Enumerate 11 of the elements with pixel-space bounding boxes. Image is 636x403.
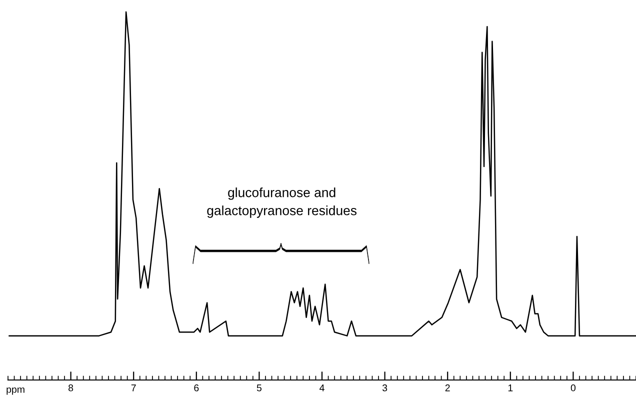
- x-tick-label: 5: [256, 384, 262, 392]
- x-tick-label: 3: [382, 384, 388, 392]
- x-tick-label: 6: [194, 384, 199, 392]
- x-tick-label: 7: [131, 384, 136, 392]
- annotation: glucofuranose and galactopyranose residues: [207, 188, 357, 218]
- x-tick-label: 0: [570, 384, 576, 392]
- x-tick-label: 4: [320, 384, 324, 392]
- x-tick-label: 1: [508, 384, 513, 392]
- x-tick-label: 8: [68, 384, 74, 392]
- x-axis-title: ppm: [6, 387, 24, 395]
- x-tick-label: 2: [445, 384, 450, 392]
